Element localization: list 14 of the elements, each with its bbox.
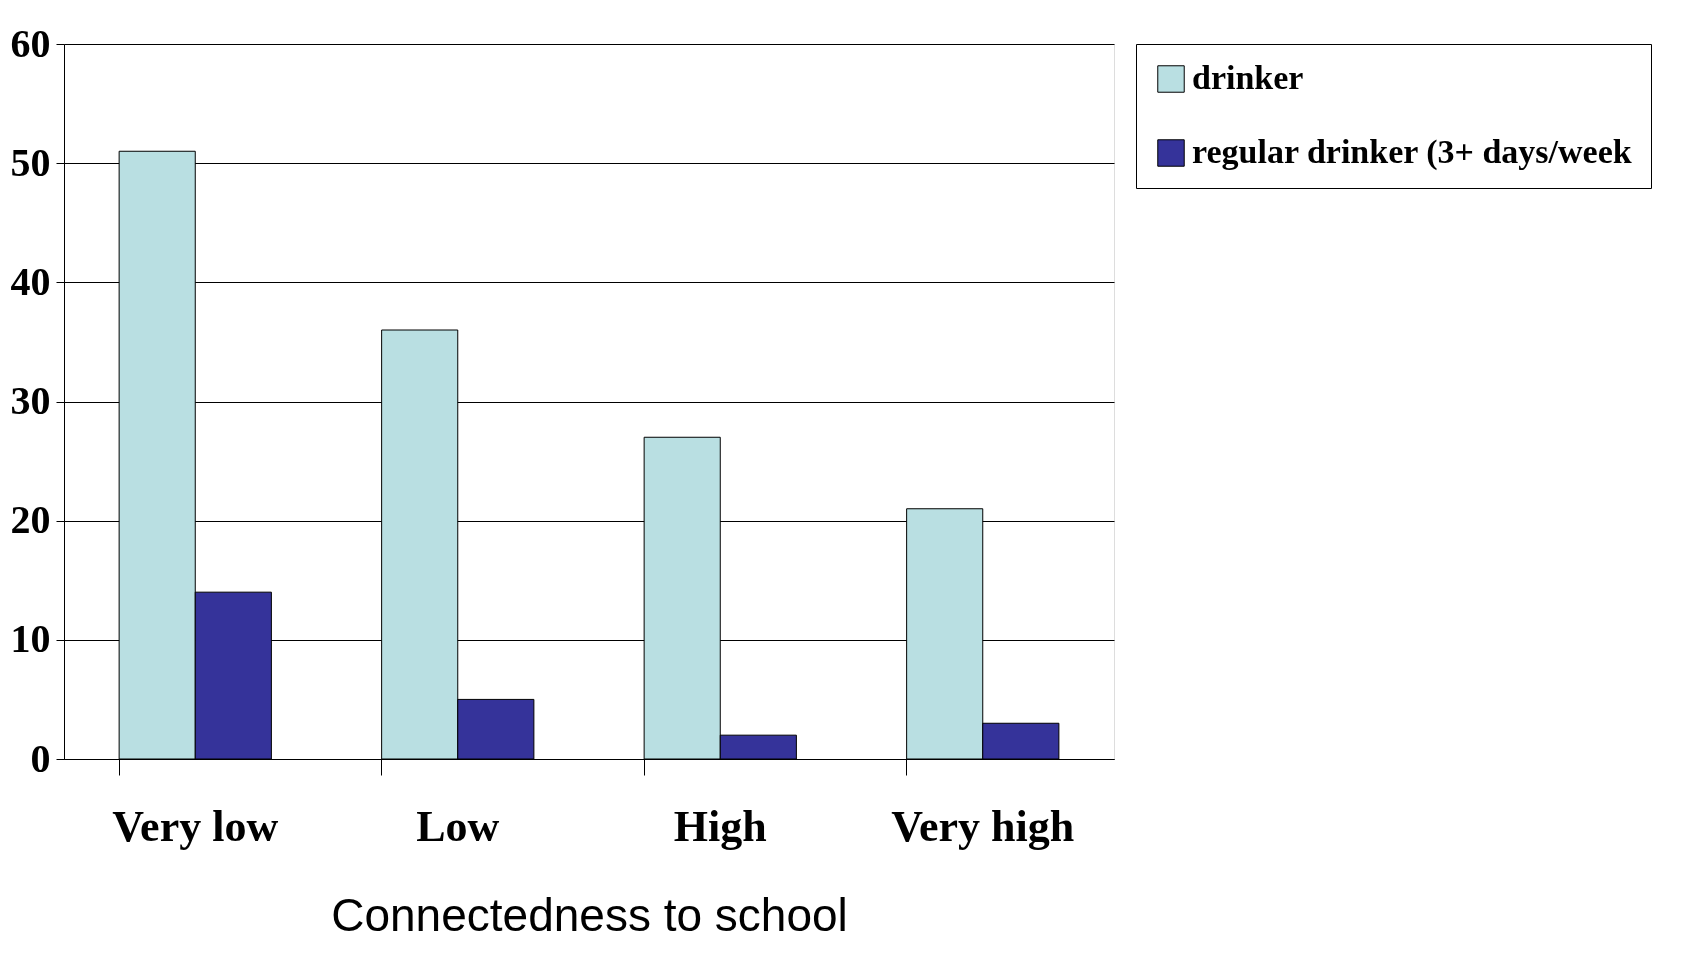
y-tick-label: 30 <box>10 378 51 423</box>
y-tick-label: 20 <box>10 497 51 543</box>
x-axis-title: Connectedness to school <box>331 888 848 941</box>
x-tick-label: Low <box>416 801 500 851</box>
x-tick-label: Very low <box>112 801 279 851</box>
y-tick-label: 10 <box>10 616 51 662</box>
legend-label: regular drinker (3+ days/week <box>1192 133 1632 171</box>
legend-label: drinker <box>1192 59 1304 96</box>
y-tick-label: 60 <box>10 20 51 66</box>
y-tick-label: 40 <box>10 258 51 304</box>
y-tick-label: 50 <box>10 139 51 185</box>
x-tick-label: High <box>673 801 767 851</box>
x-tick-label: Very high <box>891 801 1075 851</box>
y-tick-label: 0 <box>30 735 51 781</box>
